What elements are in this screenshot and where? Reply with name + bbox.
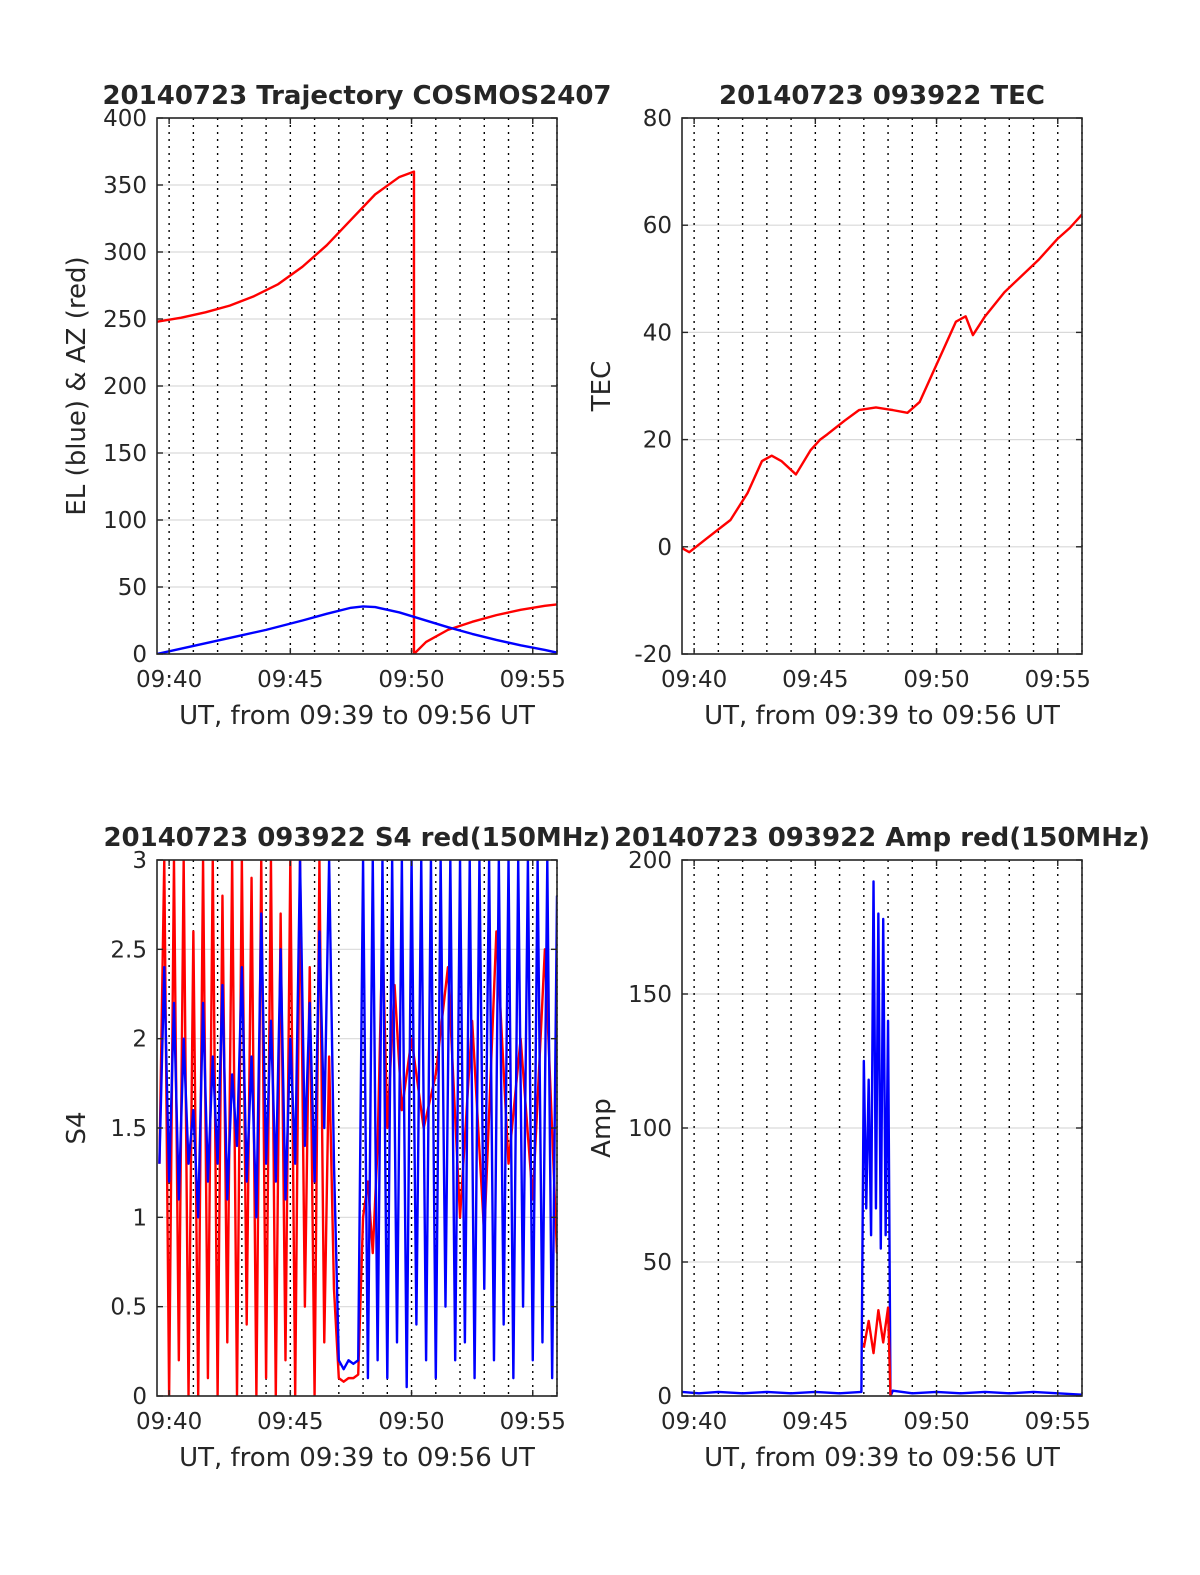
series-group	[158, 860, 557, 1396]
y-tick-label: 150	[628, 982, 672, 1008]
x-tick-label: 09:50	[378, 1409, 444, 1435]
y-tick-label: 100	[628, 1116, 672, 1142]
x-tick-label: 09:50	[903, 1409, 969, 1435]
y-tick-label: 0	[132, 1384, 147, 1410]
x-tick-label: 09:50	[903, 667, 969, 693]
x-tick-label: 09:40	[661, 1409, 727, 1435]
y-tick-label: 1.5	[110, 1116, 147, 1142]
chart-4: 0 50 100 150 200 09:40 09:45 09:50 09:55 20140723…	[587, 823, 1150, 1473]
chart-title: 20140723 093922 Amp red(150MHz)	[614, 823, 1150, 853]
y-tick-label: 20	[643, 428, 672, 454]
x-tick-label: 09:55	[1025, 667, 1091, 693]
y-tick-label: 100	[103, 508, 147, 534]
series-line-1	[158, 860, 557, 1396]
y-tick-label: 150	[103, 441, 147, 467]
y-tick-label: 2.5	[110, 937, 147, 963]
y-tick-label: 200	[628, 848, 672, 874]
x-axis-label: UT, from 09:39 to 09:56 UT	[704, 1443, 1060, 1473]
plot-area	[682, 118, 1082, 654]
series-group	[682, 213, 1082, 554]
y-axis-label: S4	[62, 1111, 92, 1144]
y-tick-label: 0	[657, 1384, 672, 1410]
y-tick-label: 60	[643, 213, 672, 239]
chart-title: 20140723 093922 S4 red(150MHz)	[103, 823, 610, 853]
x-tick-label: 09:40	[136, 1409, 202, 1435]
y-tick-label: 0.5	[110, 1295, 147, 1321]
chart-title: 20140723 Trajectory COSMOS2407	[102, 81, 611, 111]
x-tick-label: 09:45	[257, 1409, 323, 1435]
x-tick-label: 09:55	[500, 667, 566, 693]
x-tick-label: 09:45	[782, 667, 848, 693]
x-axis-label: UT, from 09:39 to 09:56 UT	[179, 1443, 535, 1473]
chart-title: 20140723 093922 TEC	[719, 81, 1045, 111]
x-tick-label: 09:45	[257, 667, 323, 693]
series-line-2	[158, 860, 557, 1389]
y-tick-label: 0	[132, 642, 147, 668]
y-tick-label: 200	[103, 374, 147, 400]
y-tick-label: 300	[103, 240, 147, 266]
y-tick-label: 3	[132, 848, 147, 874]
chart-1: 0 50 100 150 200 250 300 350 400 09:40 09:45 09:50 0…	[62, 81, 612, 731]
series-line-1	[682, 880, 1082, 1396]
axes-box	[681, 117, 1083, 655]
y-tick-label: 80	[643, 106, 672, 132]
y-tick-label: 40	[643, 320, 672, 346]
series-line-1	[682, 213, 1082, 554]
x-tick-label: 09:40	[661, 667, 727, 693]
y-tick-label: 1	[132, 1205, 147, 1231]
x-axis-label: UT, from 09:39 to 09:56 UT	[179, 701, 535, 731]
y-tick-label: 50	[118, 575, 147, 601]
chart-3: 0 0.5 1 1.5 2 2.5 3 09:40 09:45 09:50 09:55 2014072…	[62, 823, 611, 1473]
x-tick-label: 09:45	[782, 1409, 848, 1435]
y-axis-label: EL (blue) & AZ (red)	[62, 256, 92, 515]
series-group	[157, 170, 557, 654]
y-tick-label: 2	[132, 1027, 147, 1053]
y-tick-label: 250	[103, 307, 147, 333]
series-line-1	[157, 170, 557, 654]
x-axis-label: UT, from 09:39 to 09:56 UT	[704, 701, 1060, 731]
y-tick-label: 400	[103, 106, 147, 132]
series-group	[682, 880, 1082, 1396]
y-tick-label: -20	[634, 642, 672, 668]
y-tick-label: 0	[657, 535, 672, 561]
series-line-2	[862, 1306, 892, 1396]
series-line-2	[157, 605, 557, 654]
x-tick-label: 09:55	[500, 1409, 566, 1435]
y-tick-label: 50	[643, 1250, 672, 1276]
y-axis-label: TEC	[587, 361, 617, 412]
y-axis-label: Amp	[587, 1098, 617, 1158]
y-tick-label: 350	[103, 173, 147, 199]
chart-2: -20 0 20 40 60 80 09:40 09:45 09:50 09:55 20140723…	[587, 81, 1091, 731]
x-tick-label: 09:40	[136, 667, 202, 693]
x-tick-label: 09:55	[1025, 1409, 1091, 1435]
x-tick-label: 09:50	[378, 667, 444, 693]
